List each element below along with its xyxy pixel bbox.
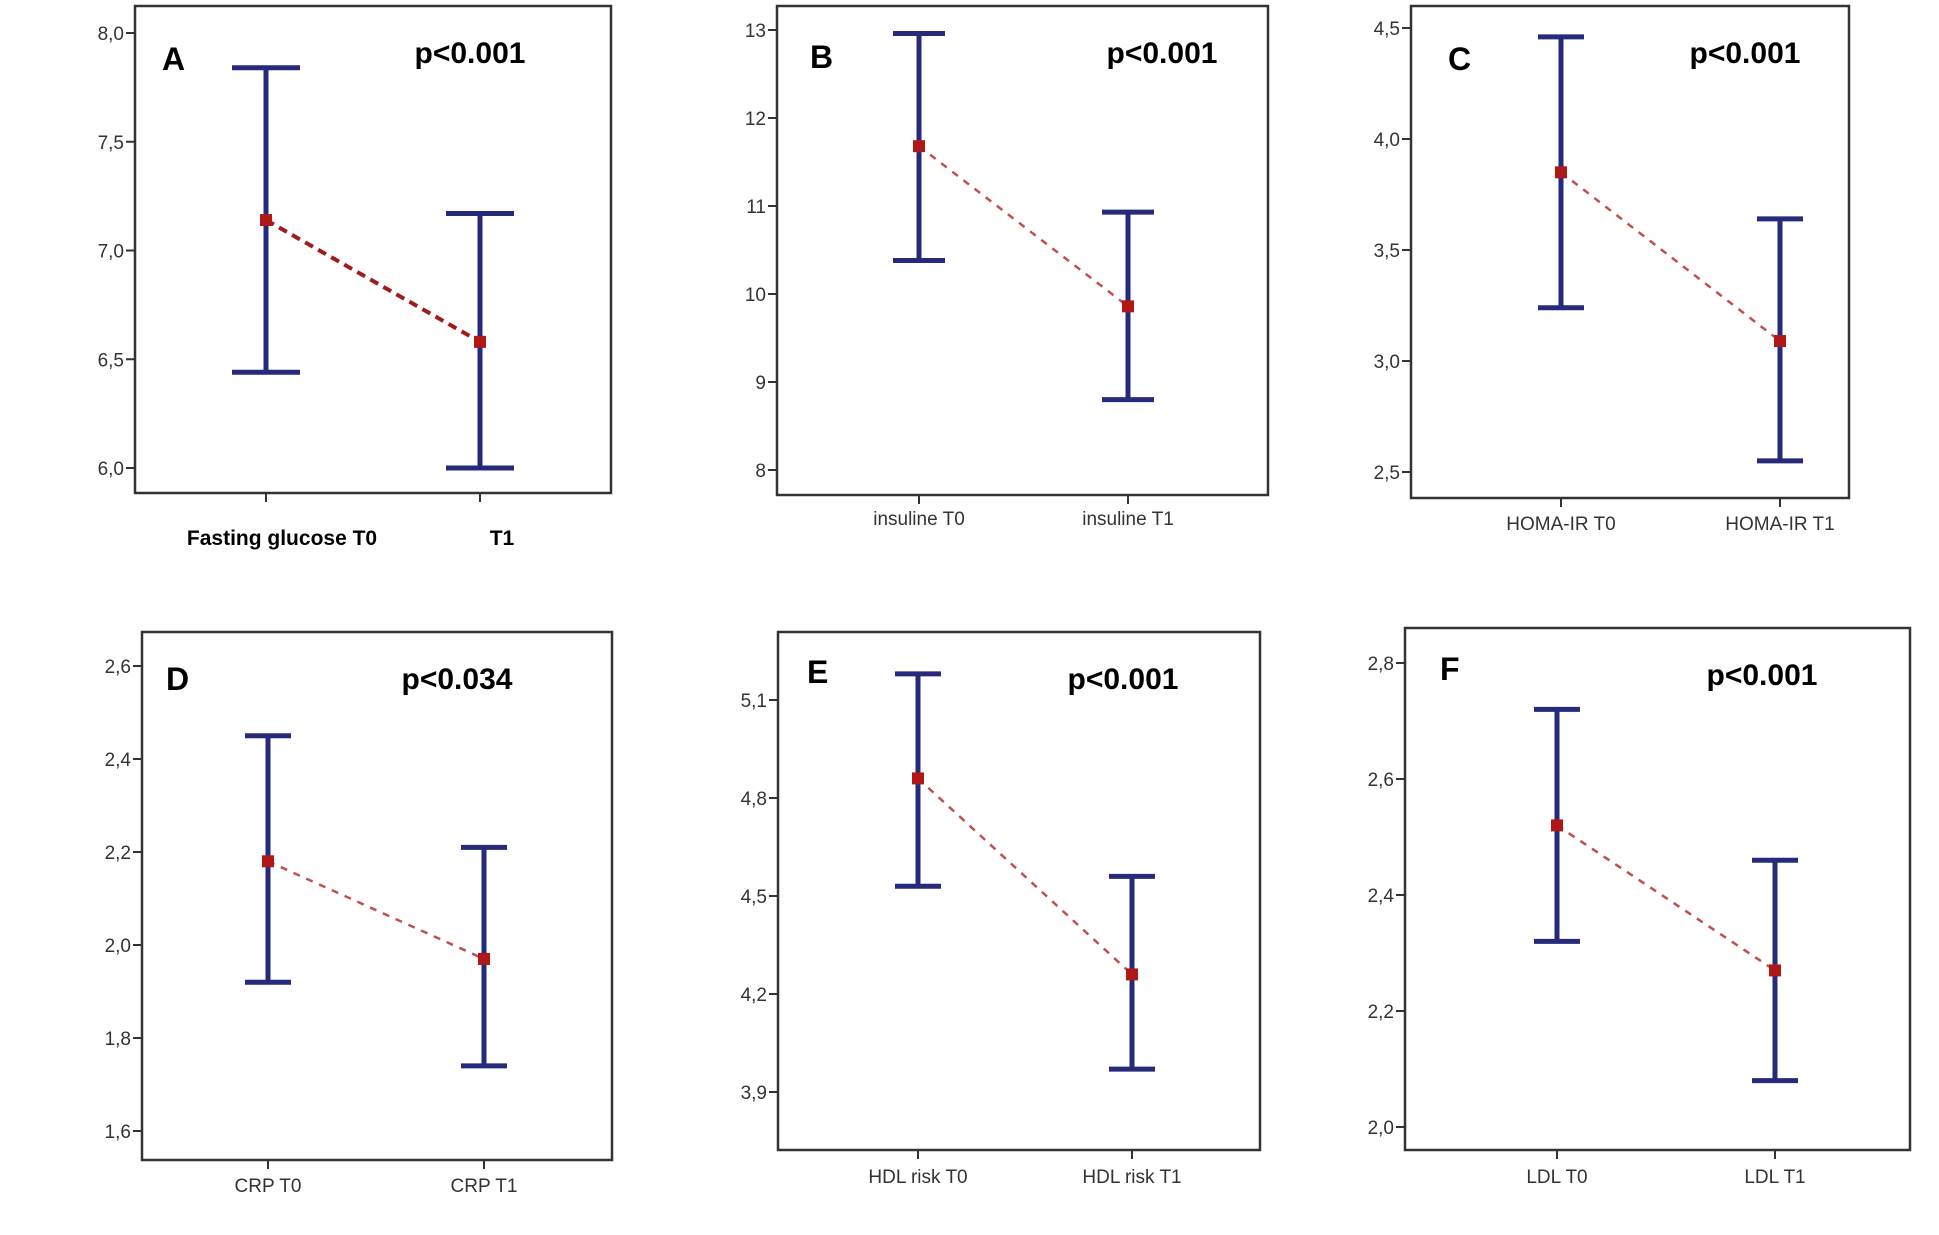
panel-e: 3,9 4,2 4,5 4,8 5,1 HDL risk T0 HDL risk T1 E p<…: [741, 630, 1262, 1188]
p-value-label: p<0.001: [415, 37, 526, 70]
panel-letter: B: [810, 39, 833, 75]
mean-marker: [474, 335, 486, 348]
y-tick-label: 3,0: [1374, 352, 1400, 373]
mean-marker: [1774, 335, 1786, 348]
x-category-label: T1: [490, 527, 515, 550]
x-category-label: HDL risk T1: [1082, 1167, 1181, 1188]
y-tick-label: 2,2: [1368, 1002, 1394, 1023]
mean-connector-line: [1556, 824, 1776, 972]
x-category-label: HOMA-IR T0: [1506, 514, 1615, 535]
mean-marker: [260, 214, 272, 227]
x-category-label: LDL T1: [1744, 1167, 1805, 1188]
panel-letter: C: [1448, 41, 1471, 77]
x-category-label: Fasting glucose T0: [187, 527, 377, 550]
p-value-label: p<0.034: [402, 663, 513, 696]
panel-letter: A: [162, 41, 185, 77]
y-tick-label: 2,8: [1368, 654, 1394, 675]
y-tick-label: 1,6: [105, 1122, 131, 1143]
y-tick-label: 2,6: [105, 657, 131, 678]
y-tick-label: 7,0: [98, 242, 124, 263]
panel-letter: E: [807, 654, 828, 690]
y-tick-label: 12: [745, 109, 766, 130]
plot-frame: [140, 630, 614, 1162]
y-tick-label: 3,9: [741, 1083, 767, 1104]
x-category-label: HDL risk T0: [868, 1167, 967, 1188]
y-tick-label: 4,0: [1374, 130, 1400, 151]
mean-connector-line: [917, 777, 1133, 976]
mean-connector-line: [918, 145, 1129, 308]
mean-connector-line: [265, 218, 481, 344]
mean-marker: [478, 952, 490, 965]
plot-frame: [775, 4, 1270, 497]
mean-marker: [1126, 968, 1138, 981]
panel-b: 8 9 10 11 12 13 insuline T0 insuline T1 B p<0.001: [745, 4, 1270, 530]
y-tick-label: 11: [746, 197, 766, 218]
mean-marker: [1769, 964, 1781, 977]
mean-marker: [1122, 300, 1134, 313]
y-tick-label: 2,0: [105, 936, 131, 957]
mean-marker: [1555, 166, 1567, 179]
y-tick-label: 4,5: [741, 887, 767, 908]
y-tick-label: 4,8: [741, 789, 767, 810]
y-tick-label: 9: [755, 373, 766, 394]
y-tick-label: 6,0: [98, 459, 124, 480]
x-category-label: LDL T0: [1526, 1167, 1587, 1188]
plot-frame: [1403, 626, 1912, 1152]
mean-marker: [913, 140, 925, 153]
y-tick-label: 3,5: [1374, 241, 1400, 262]
mean-marker: [262, 855, 274, 868]
plot-frame: [1409, 4, 1851, 500]
y-tick-label: 2,4: [1368, 886, 1395, 907]
x-category-label: insuline T1: [1082, 509, 1174, 530]
mean-connector-line: [267, 860, 485, 961]
y-tick-label: 2,5: [1374, 463, 1400, 484]
p-value-label: p<0.001: [1690, 37, 1801, 70]
y-tick-label: 13: [745, 21, 766, 42]
x-category-label: CRP T0: [235, 1176, 302, 1197]
x-category-label: CRP T1: [451, 1176, 518, 1197]
panel-d: 1,6 1,8 2,0 2,2 2,4 2,6 CRP T0 CRP T1 D p<0.034: [105, 630, 614, 1197]
y-tick-label: 2,4: [105, 750, 132, 771]
y-tick-label: 4,5: [1374, 19, 1400, 40]
y-tick-label: 1,8: [105, 1029, 131, 1050]
y-tick-label: 4,2: [741, 985, 767, 1006]
panel-letter: F: [1440, 651, 1460, 687]
x-category-label: HOMA-IR T1: [1725, 514, 1834, 535]
y-tick-label: 8: [755, 461, 766, 482]
x-category-label: insuline T0: [873, 509, 965, 530]
panel-c: 2,5 3,0 3,5 4,0 4,5 HOMA-IR T0 HOMA-IR T1 C p<0.…: [1374, 4, 1851, 535]
panel-a: 6,0 6,5 7,0 7,5 8,0 Fasting glucose T0 T1 A p<0.…: [98, 4, 613, 550]
y-tick-label: 6,5: [98, 350, 124, 371]
y-tick-label: 2,2: [105, 843, 131, 864]
y-tick-label: 2,0: [1368, 1118, 1394, 1139]
y-tick-label: 8,0: [98, 24, 124, 45]
y-tick-label: 2,6: [1368, 770, 1394, 791]
panel-letter: D: [166, 661, 189, 697]
p-value-label: p<0.001: [1068, 663, 1179, 696]
p-value-label: p<0.001: [1107, 37, 1218, 70]
y-tick-label: 10: [745, 285, 766, 306]
panel-f: 2,0 2,2 2,4 2,6 2,8 LDL T0 LDL T1 F p<0.001: [1368, 626, 1912, 1188]
y-tick-label: 7,5: [98, 133, 124, 154]
plot-frame: [776, 630, 1262, 1152]
mean-marker: [912, 772, 924, 785]
y-tick-label: 5,1: [741, 691, 767, 712]
mean-marker: [1551, 819, 1563, 832]
p-value-label: p<0.001: [1707, 659, 1818, 692]
mean-connector-line: [1560, 171, 1781, 343]
plot-frame: [133, 4, 613, 495]
